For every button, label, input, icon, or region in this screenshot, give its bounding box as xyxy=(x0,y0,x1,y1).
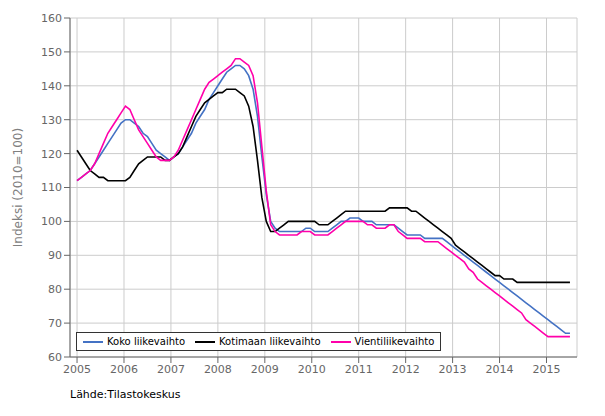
svg-text:2006: 2006 xyxy=(110,363,138,376)
svg-text:110: 110 xyxy=(41,181,62,194)
svg-text:60: 60 xyxy=(48,351,62,364)
svg-text:100: 100 xyxy=(41,215,62,228)
svg-text:130: 130 xyxy=(41,114,62,127)
svg-text:2009: 2009 xyxy=(251,363,279,376)
html-text:Lähde:Tilastokeskus: Lähde:Tilastokeskus xyxy=(70,388,181,401)
html-text:Koko liikevaihto: Koko liikevaihto xyxy=(107,336,185,347)
svg-text:2014: 2014 xyxy=(486,363,514,376)
svg-text:2005: 2005 xyxy=(63,363,91,376)
svg-text:120: 120 xyxy=(41,148,62,161)
svg-text:160: 160 xyxy=(41,12,62,25)
html-text:Vientiliikevaihto: Vientiliikevaihto xyxy=(354,336,435,347)
svg-text:2013: 2013 xyxy=(439,363,467,376)
svg-text:80: 80 xyxy=(48,283,62,296)
svg-text:140: 140 xyxy=(41,80,62,93)
svg-text:2010: 2010 xyxy=(298,363,326,376)
svg-text:Indeksi (2010=100): Indeksi (2010=100) xyxy=(11,128,25,247)
svg-text:2012: 2012 xyxy=(392,363,420,376)
svg-text:2011: 2011 xyxy=(345,363,373,376)
svg-text:150: 150 xyxy=(41,46,62,59)
svg-text:70: 70 xyxy=(48,317,62,330)
svg-text:2007: 2007 xyxy=(157,363,185,376)
html-text:Kotimaan liikevaihto: Kotimaan liikevaihto xyxy=(219,336,321,347)
svg-text:2008: 2008 xyxy=(204,363,232,376)
svg-text:90: 90 xyxy=(48,249,62,262)
svg-text:2015: 2015 xyxy=(532,363,560,376)
